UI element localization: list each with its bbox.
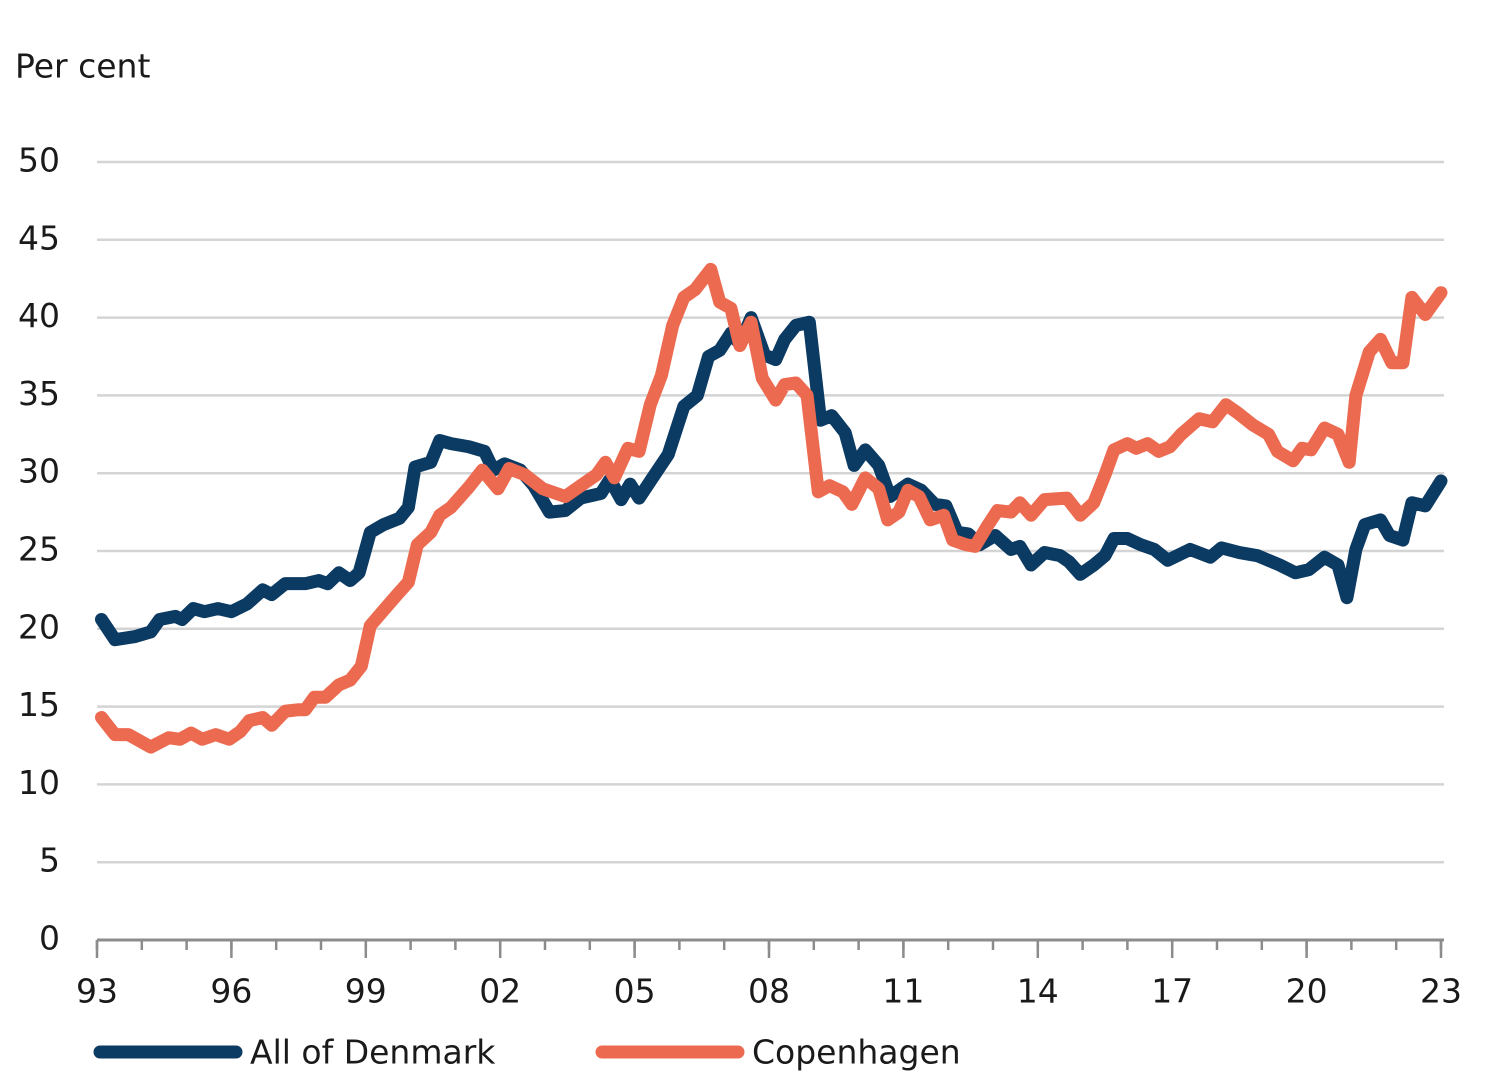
legend-label: Copenhagen <box>752 1033 961 1072</box>
series-line <box>94 311 1448 647</box>
x-tick-label: 17 <box>1151 972 1193 1011</box>
y-tick-label: 20 <box>18 607 60 646</box>
y-tick-label: 5 <box>39 841 60 880</box>
x-tick-label: 08 <box>748 972 790 1011</box>
series-line <box>94 262 1448 754</box>
legend-label: All of Denmark <box>250 1033 496 1072</box>
x-tick-label: 14 <box>1017 972 1059 1011</box>
x-tick-label: 96 <box>210 972 252 1011</box>
x-tick-label: 11 <box>882 972 924 1011</box>
x-tick-label: 93 <box>76 972 118 1011</box>
x-tick-label: 99 <box>345 972 387 1011</box>
y-tick-label: 40 <box>18 296 60 335</box>
y-tick-label: 0 <box>39 919 60 958</box>
y-tick-label: 25 <box>18 530 60 569</box>
y-tick-label: 15 <box>18 685 60 724</box>
x-tick-label: 23 <box>1420 972 1462 1011</box>
y-tick-label: 45 <box>18 218 60 257</box>
y-tick-label: 35 <box>18 374 60 413</box>
y-axis-label: Per cent <box>15 47 150 86</box>
y-tick-label: 10 <box>18 763 60 802</box>
y-tick-label: 30 <box>18 452 60 491</box>
x-tick-label: 20 <box>1286 972 1328 1011</box>
x-tick-label: 02 <box>479 972 521 1011</box>
x-tick-label: 05 <box>614 972 656 1011</box>
y-tick-label: 50 <box>18 141 60 180</box>
